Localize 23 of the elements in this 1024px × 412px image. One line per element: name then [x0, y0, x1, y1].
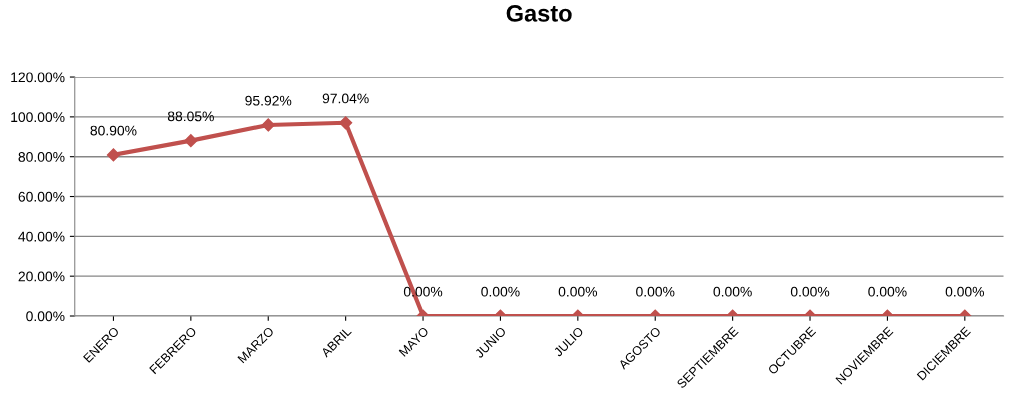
data-label: 0.00% — [558, 286, 598, 297]
y-tick-label: 20.00% — [18, 271, 65, 282]
chart-title: Gasto — [506, 5, 572, 22]
y-tick-label: 0.00% — [26, 311, 65, 322]
data-label: 0.00% — [713, 286, 752, 297]
data-label: 80.90% — [90, 125, 137, 136]
data-label: 0.00% — [481, 286, 520, 297]
y-tick-label: 40.00% — [18, 231, 65, 242]
y-tick-label: 120.00% — [11, 72, 65, 83]
data-label: 0.00% — [790, 286, 830, 297]
data-label: 0.00% — [868, 286, 907, 297]
data-label: 0.00% — [945, 286, 985, 297]
data-label: 95.92% — [245, 95, 292, 106]
y-tick-label: 80.00% — [18, 152, 65, 162]
data-label: 0.00% — [636, 286, 675, 297]
point — [339, 116, 353, 130]
data-label: 97.04% — [322, 93, 369, 104]
point — [184, 134, 198, 148]
point — [106, 148, 121, 162]
point — [261, 118, 275, 132]
data-label: 88.05% — [167, 111, 214, 122]
y-tick-label: 60.00% — [18, 191, 65, 202]
y-tick-label: 100.00% — [11, 112, 65, 123]
